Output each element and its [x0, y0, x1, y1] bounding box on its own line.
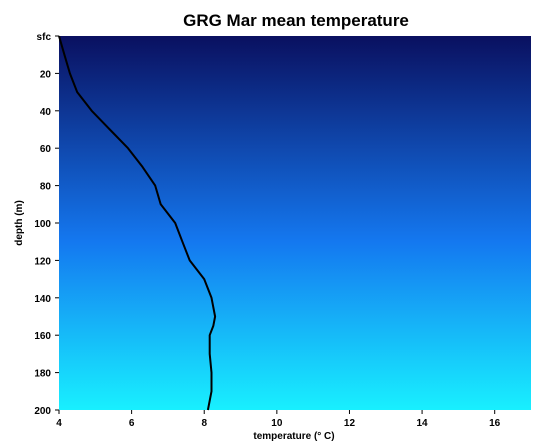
y-tick-label: 60: [40, 144, 52, 155]
y-axis-label: depth (m): [14, 200, 25, 246]
x-tick-label: 4: [56, 418, 62, 429]
y-tick-label: 80: [40, 182, 52, 193]
y-tick-label: 200: [34, 406, 51, 417]
y-tick-label: 120: [34, 256, 51, 267]
x-tick-label: 14: [417, 418, 429, 429]
x-tick-label: 10: [271, 418, 283, 429]
y-tick-label: 40: [40, 107, 52, 118]
x-tick-label: 16: [489, 418, 501, 429]
x-axis-ticks: 4 6 8 10 12 14 16: [56, 410, 501, 429]
y-tick-label: 140: [34, 294, 51, 305]
chart-title: GRG Mar mean temperature: [183, 11, 409, 30]
y-tick-label: sfc: [37, 32, 52, 43]
x-tick-label: 6: [129, 418, 135, 429]
y-tick-label: 180: [34, 369, 51, 380]
x-tick-label: 12: [344, 418, 356, 429]
series-group: [58, 35, 217, 411]
y-axis-ticks: sfc 20 40 60 80 100 120 140 160 180 200: [34, 32, 59, 417]
y-tick-label: 100: [34, 219, 51, 230]
plot-area: [59, 36, 531, 410]
y-tick-label: 20: [40, 69, 52, 80]
temperature-profile-line: [58, 35, 217, 411]
y-tick-label: 160: [34, 331, 51, 342]
x-tick-label: 8: [201, 418, 207, 429]
x-axis-label: temperature (° C): [253, 431, 334, 442]
